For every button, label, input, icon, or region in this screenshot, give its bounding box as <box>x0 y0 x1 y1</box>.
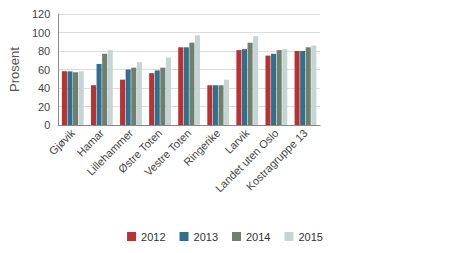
svg-text:120: 120 <box>32 8 50 20</box>
svg-text:Lillehammer: Lillehammer <box>84 126 136 178</box>
svg-text:Prosent: Prosent <box>7 47 22 92</box>
svg-text:2014: 2014 <box>246 231 270 243</box>
svg-text:40: 40 <box>38 82 50 94</box>
svg-text:Hamar: Hamar <box>74 126 107 159</box>
svg-text:Vestre Toten: Vestre Toten <box>142 127 194 179</box>
svg-text:Kostragruppe 13: Kostragruppe 13 <box>244 127 310 193</box>
svg-text:60: 60 <box>38 64 50 76</box>
svg-text:0: 0 <box>44 119 50 131</box>
svg-text:Ringerike: Ringerike <box>181 127 222 168</box>
svg-text:Larvik: Larvik <box>222 126 252 156</box>
svg-text:2012: 2012 <box>141 231 165 243</box>
svg-text:20: 20 <box>38 101 50 113</box>
svg-text:80: 80 <box>38 45 50 57</box>
svg-text:100: 100 <box>32 27 50 39</box>
svg-text:Østre Toten: Østre Toten <box>115 126 165 176</box>
svg-text:Gjøvik: Gjøvik <box>47 126 78 157</box>
svg-text:2015: 2015 <box>298 231 322 243</box>
svg-text:Landet uten Oslo: Landet uten Oslo <box>213 126 281 195</box>
svg-text:2013: 2013 <box>194 231 218 243</box>
